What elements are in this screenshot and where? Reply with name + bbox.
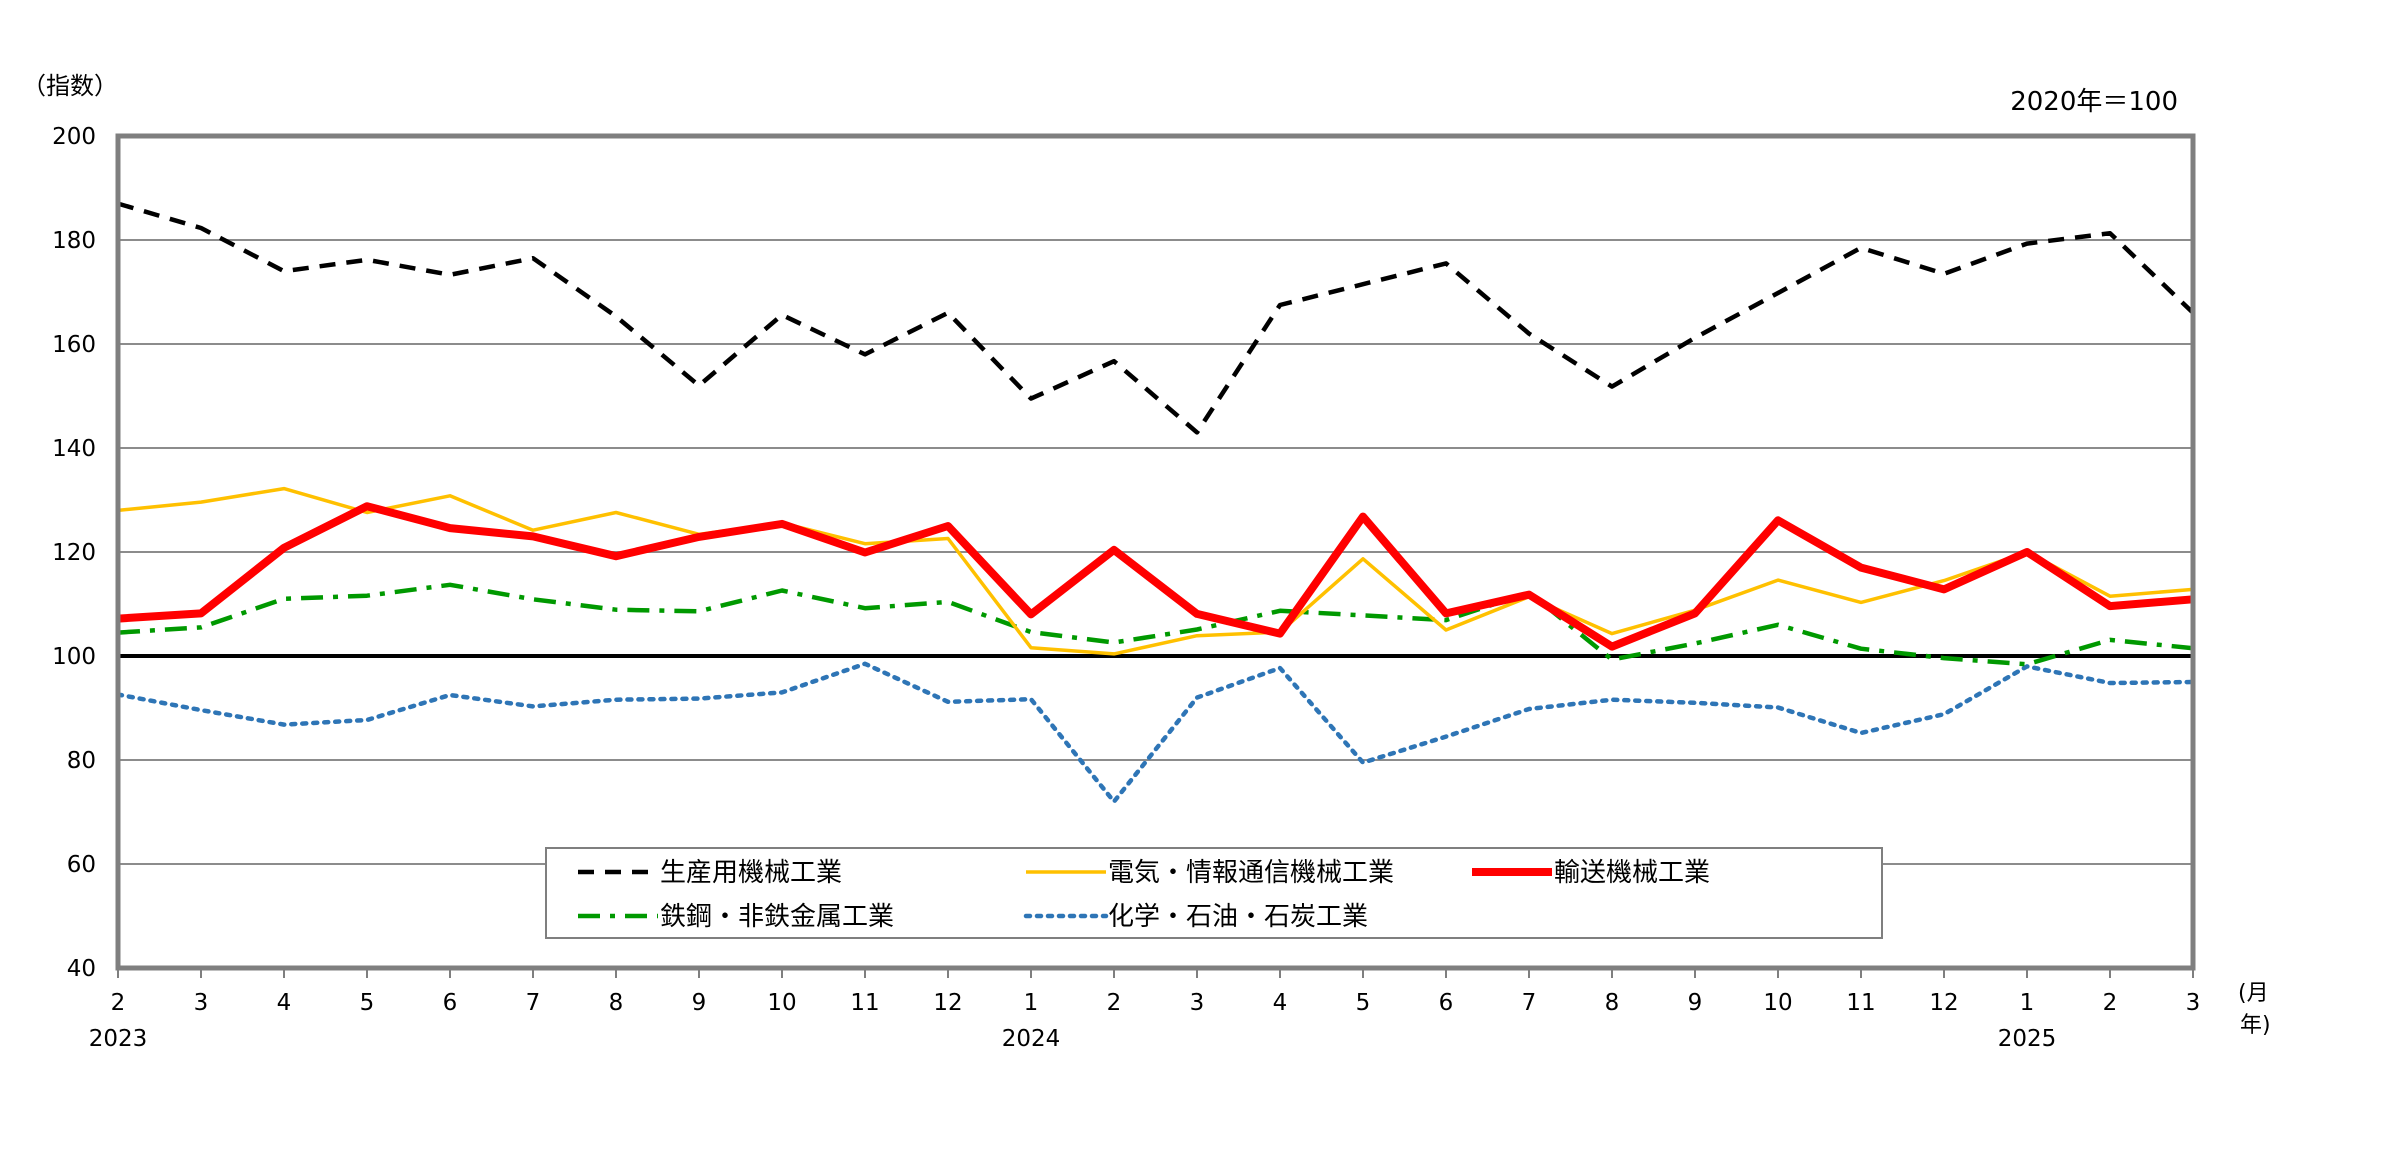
x-tick-label-month: 2 (111, 990, 126, 1016)
x-tick-label-month: 5 (360, 990, 375, 1016)
x-tick-label-year-2024: 2024 (1002, 1026, 1061, 1052)
y-tick-label-120: 120 (52, 540, 96, 566)
x-tick-label-month: 6 (1439, 990, 1454, 1016)
y-axis-unit-label: （指数） (22, 72, 118, 100)
legend-label-3: 輸送機械工業 (1554, 858, 1710, 888)
series-line-2 (117, 486, 2194, 656)
x-tick-label-month: 12 (933, 990, 962, 1016)
x-tick-label-month: 3 (194, 990, 209, 1016)
legend-label-2: 電気・情報通信機械工業 (1108, 858, 1394, 888)
x-tick-label-month: 7 (1522, 990, 1537, 1016)
x-tick-label-month: 2 (2103, 990, 2118, 1016)
x-tick-label-month: 11 (850, 990, 879, 1016)
x-tick-label-month: 1 (1024, 990, 1039, 1016)
base-year-note: 2020年＝100 (2010, 87, 2178, 117)
series-line-5 (115, 661, 2196, 804)
x-tick-label-month: 10 (767, 990, 796, 1016)
y-tick-label-40: 40 (67, 956, 96, 982)
x-tick-label-month: 3 (2186, 990, 2201, 1016)
x-tick-label-month: 9 (1688, 990, 1703, 1016)
x-tick-label-month: 5 (1356, 990, 1371, 1016)
x-tick-label-year-2025: 2025 (1998, 1026, 2057, 1052)
x-axis-month-unit-label: (月 (2238, 981, 2269, 1006)
x-axis-year-unit-label: 年) (2240, 1013, 2271, 1038)
legend-box (545, 847, 1883, 939)
y-tick-label-160: 160 (52, 332, 96, 358)
x-tick-label-month: 6 (443, 990, 458, 1016)
x-tick-label-month: 10 (1763, 990, 1792, 1016)
y-tick-label-180: 180 (52, 228, 96, 254)
series-line-3 (117, 502, 2194, 651)
y-axis-tick-labels: 40 60 80 100 120 140 160 180 200 (52, 124, 96, 982)
plot-area-frame (115, 133, 2196, 971)
y-tick-label-200: 200 (52, 124, 96, 150)
x-tick-label-month: 1 (2020, 990, 2035, 1016)
x-tick-label-month: 2 (1107, 990, 1122, 1016)
series-lines (115, 201, 2196, 804)
x-tick-label-month: 11 (1846, 990, 1875, 1016)
x-tick-label-month: 12 (1929, 990, 1958, 1016)
y-tick-label-140: 140 (52, 436, 96, 462)
x-tick-label-month: 4 (1273, 990, 1288, 1016)
y-tick-label-80: 80 (67, 748, 96, 774)
x-tick-label-month: 8 (609, 990, 624, 1016)
legend-label-5: 化学・石油・石炭工業 (1108, 902, 1368, 932)
legend-label-4: 鉄鋼・非鉄金属工業 (660, 902, 894, 932)
x-tick-label-month: 8 (1605, 990, 1620, 1016)
x-tick-label-month: 4 (277, 990, 292, 1016)
legend-label-1: 生産用機械工業 (660, 858, 842, 888)
x-tick-label-month: 9 (692, 990, 707, 1016)
series-line-1 (117, 201, 2195, 435)
x-tick-label-year-2023: 2023 (89, 1026, 148, 1052)
y-tick-label-100: 100 (52, 644, 96, 670)
x-tick-label-month: 3 (1190, 990, 1205, 1016)
y-tick-label-60: 60 (67, 852, 96, 878)
x-tick-label-month: 7 (526, 990, 541, 1016)
